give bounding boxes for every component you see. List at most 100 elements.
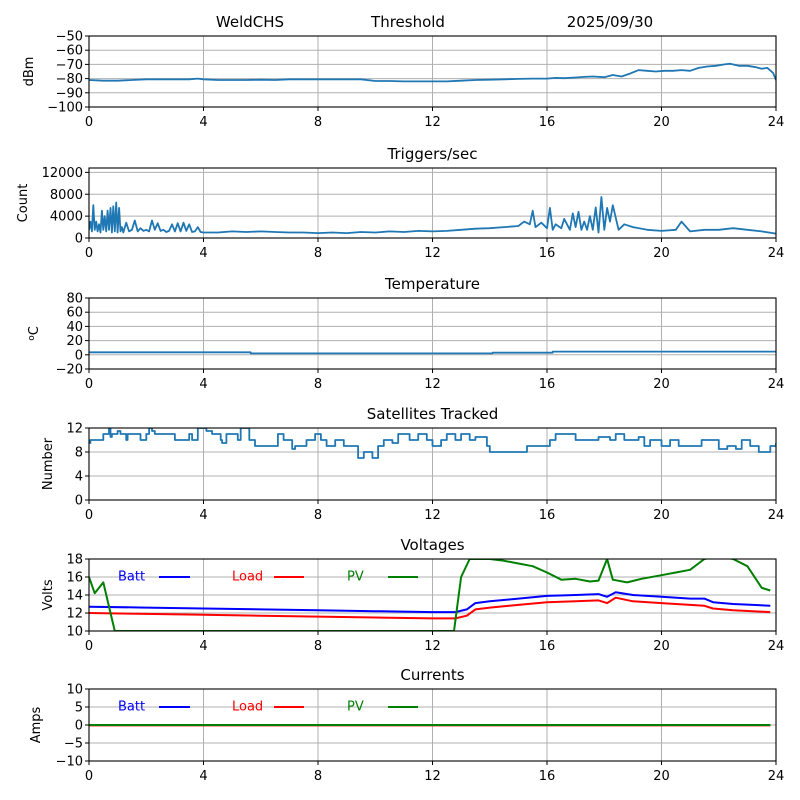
- x-tick-label: 16: [539, 377, 556, 392]
- y-tick-label: −70: [56, 58, 83, 73]
- panel-voltages: 0 4 8 12 16 20 24 10 12 14 16 18 Voltages Volts Batt Lo…: [41, 536, 784, 654]
- y-tick-label: 18: [66, 553, 83, 568]
- x-tick-label: 16: [539, 246, 556, 261]
- legend-label-batt: Batt: [118, 570, 145, 585]
- y-axis-label: Count: [16, 184, 31, 223]
- x-tick-label: 20: [653, 115, 670, 130]
- x-tick-label: 0: [85, 377, 93, 392]
- date-title: 2025/09/30: [567, 13, 653, 31]
- x-tick-label: 8: [314, 769, 322, 784]
- y-tick-label: −20: [56, 363, 83, 378]
- x-tick-label: 4: [199, 246, 207, 261]
- x-tick-label: 24: [768, 508, 785, 523]
- y-tick-label: −100: [47, 101, 83, 116]
- panel-triggers: 0 4 8 12 16 20 24 0 4000 8000 12000 Triggers/sec Cou…: [16, 145, 784, 261]
- y-tick-label: 80: [66, 292, 83, 307]
- y-axis-label: Number: [41, 437, 56, 490]
- y-axis-label: Volts: [41, 579, 56, 611]
- series-line-batt: [89, 591, 771, 614]
- series-line-temperature: [89, 350, 776, 355]
- y-tick-label: 10: [66, 683, 83, 698]
- y-tick-label: 60: [66, 306, 83, 321]
- y-axis-label: Amps: [29, 706, 44, 743]
- x-tick-label: 4: [199, 115, 207, 130]
- y-tick-label: 40: [66, 320, 83, 335]
- y-tick-label: 0: [75, 719, 83, 734]
- x-tick-label: 0: [85, 639, 93, 654]
- x-tick-label: 4: [199, 639, 207, 654]
- y-tick-label: 14: [66, 589, 83, 604]
- x-tick-label: 12: [424, 115, 441, 130]
- x-tick-label: 12: [424, 769, 441, 784]
- y-tick-label: 12000: [42, 166, 83, 181]
- series-line-satellites: [89, 428, 776, 459]
- y-tick-label: 4: [75, 470, 83, 485]
- y-tick-label: 4000: [50, 210, 83, 225]
- x-tick-label: 4: [199, 769, 207, 784]
- panel-title-temperature: Temperature: [384, 275, 480, 293]
- x-tick-label: 8: [314, 377, 322, 392]
- x-tick-label: 16: [539, 639, 556, 654]
- y-axis-label: dBm: [22, 57, 37, 87]
- legend-label-batt: Batt: [118, 700, 145, 715]
- y-tick-label: 5: [75, 701, 83, 716]
- series-line-load: [89, 596, 771, 620]
- legend-label-load: Load: [232, 570, 263, 585]
- x-tick-label: 8: [314, 508, 322, 523]
- y-tick-label: −60: [56, 44, 83, 59]
- y-axis-label: oC: [27, 326, 42, 341]
- panel-title-triggers: Triggers/sec: [387, 145, 478, 163]
- y-tick-label: 12: [66, 607, 83, 622]
- x-tick-label: 20: [653, 769, 670, 784]
- x-tick-label: 12: [424, 246, 441, 261]
- x-tick-label: 12: [424, 639, 441, 654]
- panel-title-currents: Currents: [400, 666, 464, 684]
- legend-label-load: Load: [232, 700, 263, 715]
- y-tick-label: −80: [56, 72, 83, 87]
- panel-title-threshold: Threshold: [370, 13, 445, 31]
- series-line-threshold: [89, 62, 776, 83]
- y-tick-label: 8: [75, 446, 83, 461]
- y-tick-label: 8000: [50, 188, 83, 203]
- panel-threshold: 0 4 8 12 16 20 24 −50−60−70−80−90−100 dBm: [22, 30, 784, 131]
- y-tick-label: 10: [66, 625, 83, 640]
- x-tick-label: 20: [653, 377, 670, 392]
- x-tick-label: 0: [85, 508, 93, 523]
- x-tick-label: 20: [653, 246, 670, 261]
- y-tick-label: 16: [66, 571, 83, 586]
- y-tick-label: 20: [66, 334, 83, 349]
- x-tick-label: 16: [539, 508, 556, 523]
- x-tick-label: 16: [539, 769, 556, 784]
- x-tick-label: 8: [314, 115, 322, 130]
- y-tick-label: −90: [56, 86, 83, 101]
- panel-satellites: 0 4 8 12 16 20 24 0 4 8 12 Satellites Tracked Number: [41, 405, 784, 523]
- series-line-triggers: [89, 196, 776, 235]
- x-tick-label: 8: [314, 246, 322, 261]
- x-tick-label: 20: [653, 639, 670, 654]
- x-tick-label: 20: [653, 508, 670, 523]
- y-tick-label: 0: [75, 494, 83, 509]
- y-tick-label: −5: [64, 737, 83, 752]
- x-tick-label: 24: [768, 115, 785, 130]
- x-tick-label: 24: [768, 246, 785, 261]
- x-tick-label: 4: [199, 508, 207, 523]
- x-tick-label: 12: [424, 508, 441, 523]
- x-tick-label: 4: [199, 377, 207, 392]
- panel-title-satellites: Satellites Tracked: [367, 405, 498, 423]
- y-tick-label: −50: [56, 30, 83, 45]
- x-tick-label: 24: [768, 769, 785, 784]
- y-tick-label: 12: [66, 422, 83, 437]
- panel-title-voltages: Voltages: [400, 536, 464, 554]
- panel-currents: 0 4 8 12 16 20 24 10 5 0 −5 −10 Currents Amps Batt Load…: [29, 666, 784, 784]
- x-tick-label: 12: [424, 377, 441, 392]
- x-tick-label: 0: [85, 115, 93, 130]
- x-tick-label: 24: [768, 377, 785, 392]
- station-title: WeldCHS: [216, 13, 284, 31]
- x-tick-label: 0: [85, 769, 93, 784]
- series-line-pv: [89, 559, 771, 631]
- x-tick-label: 24: [768, 639, 785, 654]
- x-tick-label: 0: [85, 246, 93, 261]
